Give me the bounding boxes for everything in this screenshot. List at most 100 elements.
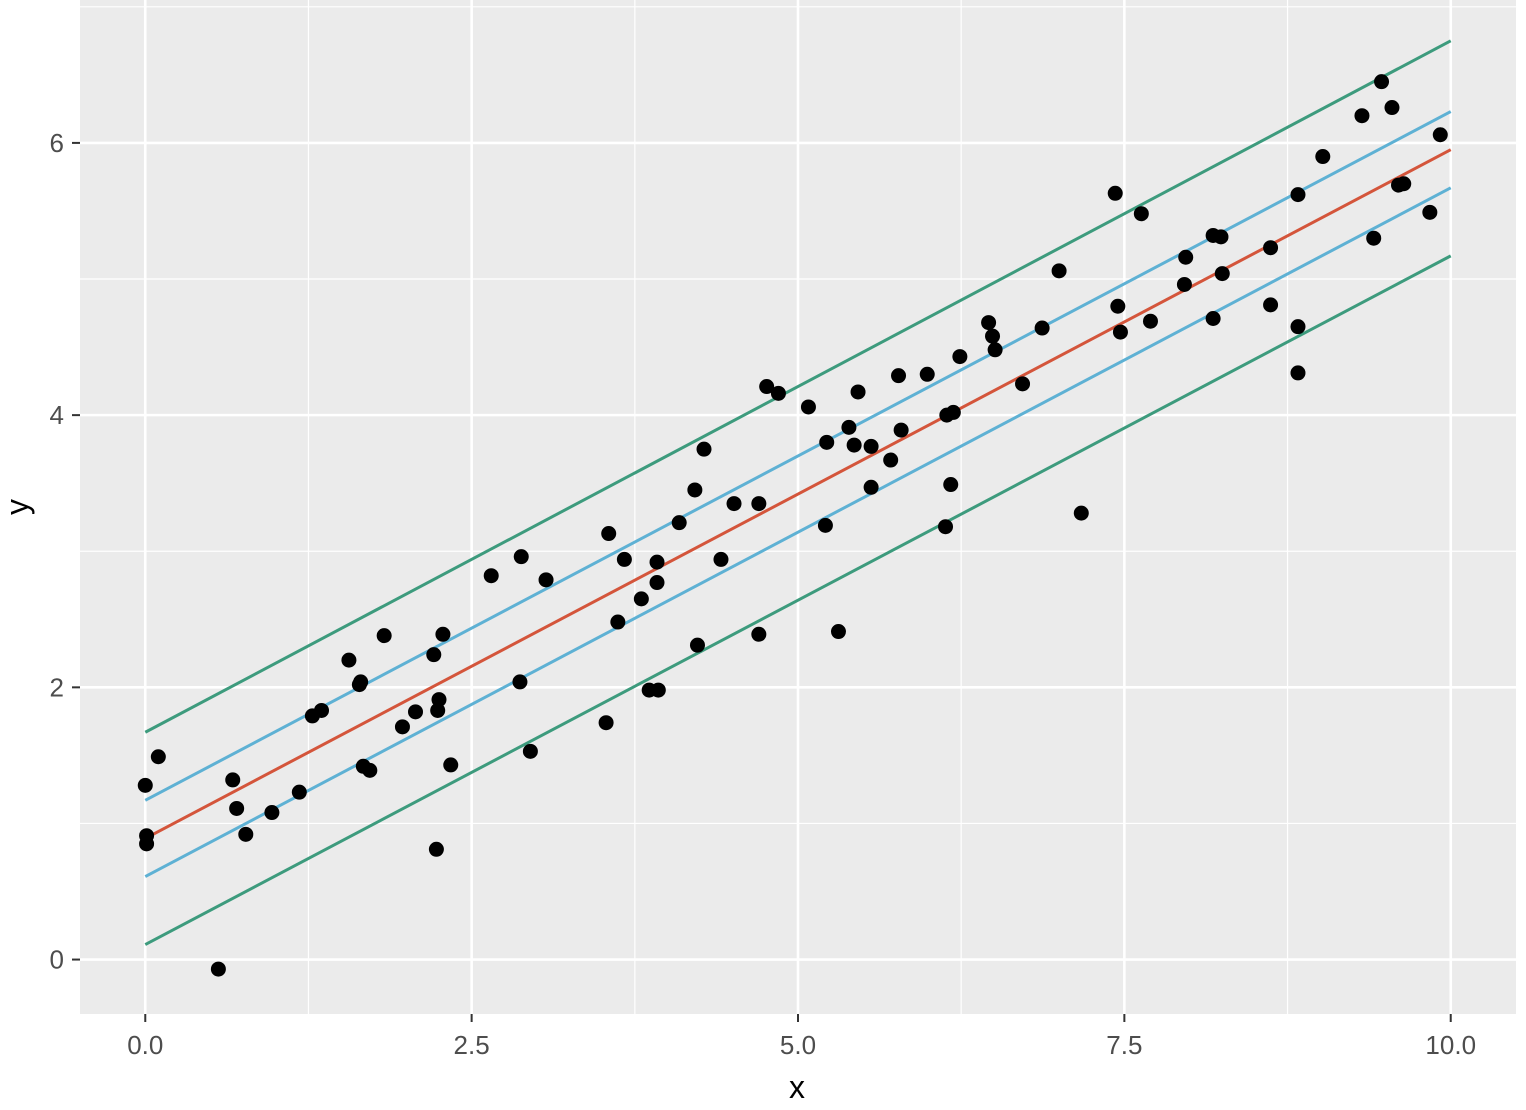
data-point [394, 719, 410, 735]
data-point [846, 437, 862, 453]
data-point [1396, 176, 1412, 192]
data-point [428, 841, 444, 857]
data-point [1263, 297, 1279, 313]
data-point [696, 441, 712, 457]
data-point [1112, 324, 1128, 340]
data-point [819, 434, 835, 450]
data-point [945, 404, 961, 420]
data-point [512, 674, 528, 690]
data-point [671, 515, 687, 531]
data-point [341, 652, 357, 668]
data-point [1051, 263, 1067, 279]
data-point [238, 826, 254, 842]
y-tick-label: 6 [50, 128, 64, 158]
x-tick-label: 5.0 [780, 1030, 816, 1060]
data-point [598, 715, 614, 731]
data-points [137, 74, 1448, 977]
data-point [759, 379, 775, 395]
data-point [139, 836, 155, 852]
data-point [1176, 276, 1192, 292]
data-point [1142, 313, 1158, 329]
data-point [751, 626, 767, 642]
x-tick-label: 7.5 [1106, 1030, 1142, 1060]
data-point [841, 419, 857, 435]
regression-fit-line [144, 148, 1452, 840]
data-point [952, 349, 968, 365]
data-point [800, 399, 816, 415]
data-point [1290, 319, 1306, 335]
y-tick-label: 4 [50, 400, 64, 430]
data-point [987, 342, 1003, 358]
y-axis-title: y [0, 499, 35, 515]
data-point [751, 496, 767, 512]
data-point [522, 743, 538, 759]
data-point [264, 805, 280, 821]
data-point [431, 692, 447, 708]
data-point [376, 628, 392, 644]
data-point [426, 647, 442, 663]
data-point [137, 777, 153, 793]
data-point [713, 551, 729, 567]
data-point [1384, 100, 1400, 116]
data-point [850, 384, 866, 400]
upper-prediction-band-line [144, 39, 1452, 734]
data-point [863, 438, 879, 454]
x-tick-label: 0.0 [127, 1030, 163, 1060]
data-point [1213, 229, 1229, 245]
data-point [830, 624, 846, 640]
data-point [616, 551, 632, 567]
x-axis-title: x [789, 1069, 805, 1105]
data-point [1315, 149, 1331, 165]
data-point [893, 422, 909, 438]
data-point [1432, 127, 1448, 143]
data-point [650, 682, 666, 698]
data-point [1290, 187, 1306, 203]
data-point [229, 800, 245, 816]
data-point [1214, 266, 1230, 282]
data-point [210, 961, 226, 977]
data-point [1354, 108, 1370, 124]
data-point [362, 762, 378, 778]
data-point [726, 496, 742, 512]
data-point [1110, 298, 1126, 314]
data-point [1107, 185, 1123, 201]
data-point [430, 702, 446, 718]
data-point [1366, 230, 1382, 246]
data-point [981, 315, 997, 331]
data-point [435, 626, 451, 642]
data-point [1205, 310, 1221, 326]
data-point [601, 526, 617, 542]
data-point [443, 757, 459, 773]
data-point [863, 479, 879, 495]
data-point [1263, 240, 1279, 256]
data-point [314, 702, 330, 718]
data-point [687, 482, 703, 498]
data-point [817, 517, 833, 533]
y-tick-label: 0 [50, 945, 64, 975]
data-point [689, 637, 705, 653]
data-point [1290, 365, 1306, 381]
data-point [483, 568, 499, 584]
y-axis-ticks: 0 2 4 6 [50, 128, 80, 975]
data-point [1034, 320, 1050, 336]
y-tick-label: 2 [50, 672, 64, 702]
data-point [1015, 376, 1031, 392]
x-tick-label: 2.5 [454, 1030, 490, 1060]
data-point [883, 452, 899, 468]
major-gridlines [80, 0, 1516, 1014]
data-point [538, 572, 554, 588]
data-point [943, 477, 959, 493]
data-point [633, 591, 649, 607]
data-point [610, 614, 626, 630]
data-point [891, 368, 907, 384]
data-point [1073, 505, 1089, 521]
data-point [938, 519, 954, 535]
data-point [1374, 74, 1390, 90]
data-point [649, 554, 665, 570]
data-point [513, 549, 529, 565]
data-point [1133, 206, 1149, 222]
data-point [985, 328, 1001, 344]
data-point [649, 575, 665, 591]
lower-prediction-band-line [144, 254, 1452, 946]
